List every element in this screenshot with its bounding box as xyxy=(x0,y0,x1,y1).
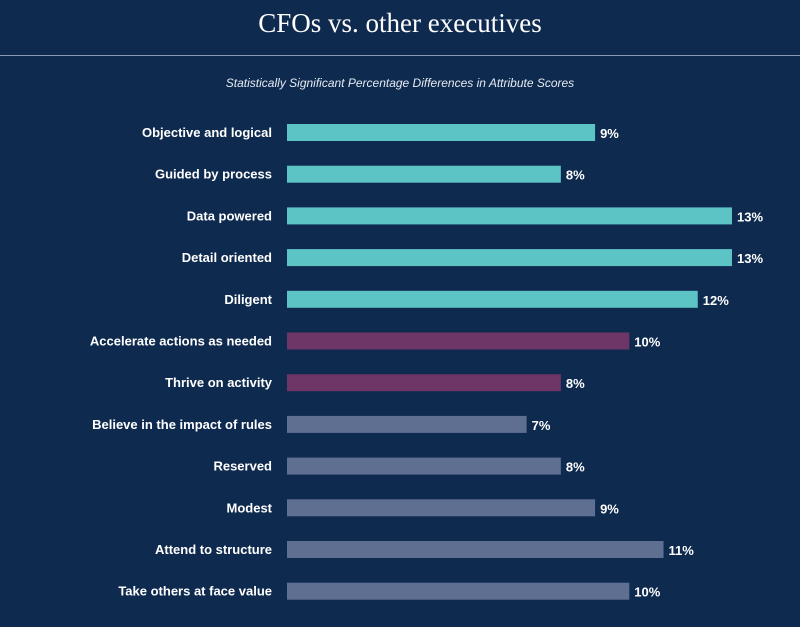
value-label: 11% xyxy=(669,543,695,558)
category-label: Thrive on activity xyxy=(165,375,273,390)
bar xyxy=(287,374,561,392)
bar xyxy=(287,124,596,141)
bar xyxy=(287,165,561,183)
category-label: Modest xyxy=(227,500,273,515)
category-label: Data powered xyxy=(187,208,272,223)
value-label: 9% xyxy=(600,126,619,141)
category-label: Believe in the impact of rules xyxy=(92,417,272,432)
category-label: Diligent xyxy=(224,292,272,307)
bar xyxy=(287,290,698,308)
category-label: Attend to structure xyxy=(155,542,272,557)
value-label: 7% xyxy=(532,418,551,433)
chart-subtitle: Statistically Significant Percentage Dif… xyxy=(225,76,575,90)
bar xyxy=(287,457,561,475)
category-label: Reserved xyxy=(213,459,272,474)
value-label: 8% xyxy=(566,168,585,183)
bar xyxy=(287,249,732,267)
value-label: 8% xyxy=(566,460,585,475)
category-label: Take others at face value xyxy=(118,584,272,599)
category-label: Guided by process xyxy=(155,167,272,182)
value-label: 9% xyxy=(600,501,619,516)
bar xyxy=(287,207,732,225)
bar xyxy=(287,582,630,600)
bar xyxy=(287,415,527,433)
category-label: Objective and logical xyxy=(142,125,272,140)
chart-title: CFOs vs. other executives xyxy=(258,8,542,38)
value-label: 13% xyxy=(737,251,763,266)
category-label: Detail oriented xyxy=(182,250,272,265)
value-label: 12% xyxy=(703,293,729,308)
title-divider xyxy=(0,55,800,56)
value-label: 10% xyxy=(634,585,660,600)
value-label: 10% xyxy=(634,335,660,350)
bar xyxy=(287,541,664,558)
value-label: 13% xyxy=(737,209,763,224)
value-label: 8% xyxy=(566,376,585,391)
bar xyxy=(287,499,596,517)
bar xyxy=(287,332,630,350)
category-label: Accelerate actions as needed xyxy=(90,334,272,349)
